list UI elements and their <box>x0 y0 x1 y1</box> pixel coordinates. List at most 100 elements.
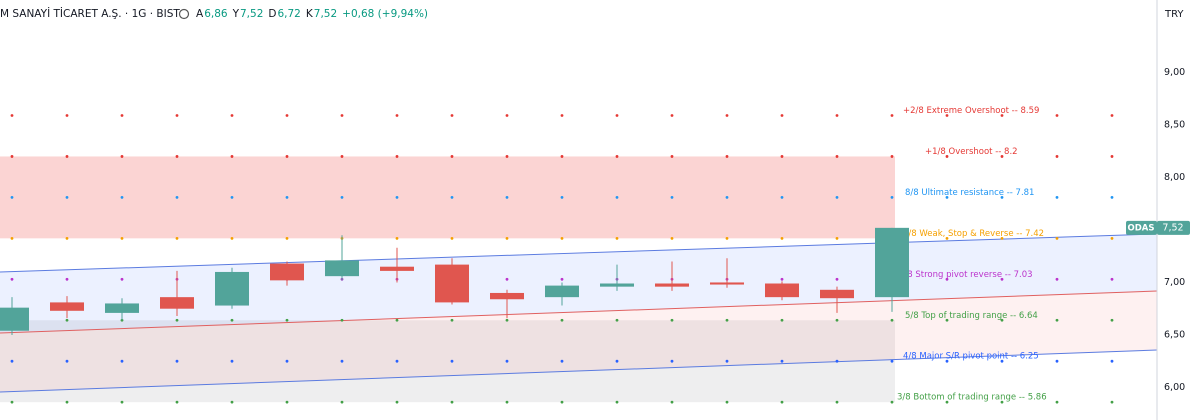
candles <box>0 227 909 335</box>
level-dot <box>65 236 69 240</box>
level-label: 3/8 Bottom of trading range -- 5.86 <box>897 393 1047 403</box>
level-label: 5/8 Top of trading range -- 6.64 <box>905 311 1038 321</box>
visibility-icon[interactable] <box>178 8 190 20</box>
candle-body <box>270 263 304 281</box>
channel-lower-line <box>0 349 1158 393</box>
level-dot <box>230 196 234 199</box>
level-dot <box>65 277 69 281</box>
symbol-tag-label: ODAS <box>1128 223 1155 233</box>
level-dot <box>835 114 839 117</box>
level-dot <box>10 155 14 158</box>
level-dot <box>945 196 949 199</box>
level-dot <box>780 114 784 117</box>
ohlc-key: K <box>306 8 314 20</box>
background <box>0 0 1157 420</box>
price-axis: TRY 6,006,507,007,508,008,509,007,52 <box>1156 0 1199 420</box>
level-dot <box>65 359 69 363</box>
level-dot <box>725 318 729 322</box>
level-dot <box>65 114 69 117</box>
candle-body <box>490 292 524 300</box>
level-dot <box>725 400 729 404</box>
level-dot <box>175 114 179 117</box>
candle-body <box>710 282 744 285</box>
level-dot <box>780 400 784 404</box>
candle-body <box>215 271 249 306</box>
candle-body <box>545 285 579 298</box>
level-dot <box>835 318 839 322</box>
level-dot <box>340 359 344 363</box>
level-dot <box>945 236 949 240</box>
level-dot <box>560 359 564 363</box>
level-dot <box>65 400 69 404</box>
level-dot <box>395 236 399 240</box>
level-dot <box>1110 277 1114 281</box>
candle-body <box>600 283 634 287</box>
level-dot <box>120 236 124 240</box>
change: +0,68 (+9,94%) <box>342 8 428 20</box>
level-dot <box>615 114 619 117</box>
zones <box>0 156 895 403</box>
level-dot <box>560 155 564 158</box>
level-dot <box>615 359 619 363</box>
level-dot <box>890 114 894 117</box>
level-dot <box>175 196 179 199</box>
level-dot <box>230 114 234 117</box>
level-dot <box>340 196 344 199</box>
level-dot <box>1055 359 1059 363</box>
level-dot <box>835 155 839 158</box>
level-dot <box>395 196 399 199</box>
level-dot <box>1110 196 1114 199</box>
level-dot <box>835 196 839 199</box>
level-dot <box>725 359 729 363</box>
level-dot <box>505 400 509 404</box>
level-dot <box>725 114 729 117</box>
level-dot <box>505 155 509 158</box>
symbol-tag <box>1126 220 1157 235</box>
ohlc-key: A <box>196 8 204 20</box>
level-dot <box>670 236 674 240</box>
level-label: 6/8 Strong pivot reverse -- 7.03 <box>899 270 1033 280</box>
level-dot <box>175 318 179 322</box>
level-dot <box>1055 277 1059 281</box>
level-dot <box>285 114 289 117</box>
level-dot <box>890 400 894 404</box>
candle-body <box>0 307 29 331</box>
y-tick-label: 8,00 <box>1164 172 1185 183</box>
channel-upper-fill <box>0 234 1157 333</box>
level-dot <box>120 359 124 363</box>
level-dot <box>1000 400 1004 404</box>
level-dot <box>1055 114 1059 117</box>
level-dot <box>450 318 454 322</box>
level-dot <box>670 196 674 199</box>
ohlc-value: 7,52 <box>314 8 337 20</box>
level-dot <box>615 196 619 199</box>
candle-body <box>875 227 909 298</box>
level-dot <box>725 155 729 158</box>
ohlc-key: D <box>268 8 276 20</box>
candle-body <box>435 264 469 303</box>
level-dot <box>10 114 14 117</box>
ohlc-value: 7,52 <box>240 8 263 20</box>
level-dot <box>505 236 509 240</box>
level-dot <box>615 236 619 240</box>
channel-middle-line <box>0 290 1158 334</box>
price-tag <box>1157 220 1190 235</box>
level-dot <box>1055 400 1059 404</box>
level-dot <box>670 114 674 117</box>
level-dot <box>725 196 729 199</box>
level-dot <box>10 359 14 363</box>
channel-upper-line <box>0 233 1158 273</box>
level-dot <box>120 114 124 117</box>
level-dot <box>890 196 894 199</box>
level-dot <box>780 155 784 158</box>
level-dot <box>615 155 619 158</box>
level-dot <box>450 196 454 199</box>
channel-lower-fill <box>0 291 1157 392</box>
level-dot <box>615 318 619 322</box>
level-dot <box>120 400 124 404</box>
level-dot <box>1000 114 1004 117</box>
level-dot <box>1110 318 1114 322</box>
header: M SANAYİ TİCARET A.Ş. · 1G · BIST A 6,86 Y… <box>0 2 428 24</box>
y-tick-label: 9,00 <box>1164 67 1185 78</box>
